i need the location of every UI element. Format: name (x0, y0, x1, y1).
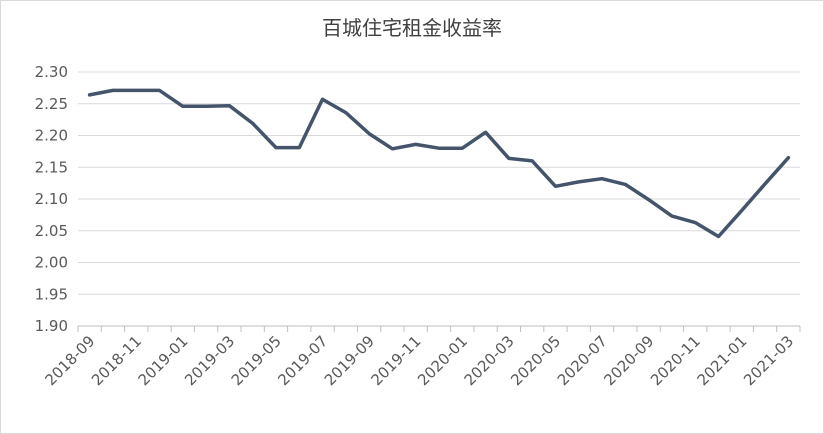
x-tick-label: 2021-01 (694, 332, 751, 389)
y-tick-label: 2.15 (35, 158, 68, 176)
y-tick-label: 2.00 (35, 254, 68, 272)
x-tick-label: 2020-01 (414, 332, 471, 389)
chart-title: 百城住宅租金收益率 (322, 16, 502, 40)
x-tick-label: 2019-09 (321, 332, 378, 389)
x-tick-label: 2019-07 (274, 332, 331, 389)
x-tick-label: 2019-03 (181, 332, 238, 389)
x-tick-label: 2019-05 (228, 332, 285, 389)
y-tick-label: 2.30 (35, 63, 68, 81)
x-axis (77, 325, 801, 332)
x-tick-label: 2020-11 (647, 332, 704, 389)
y-tick-label: 2.25 (35, 95, 68, 113)
y-tick-label: 1.95 (35, 285, 68, 303)
x-tick-label: 2019-01 (135, 332, 192, 389)
x-tick-label: 2020-07 (554, 332, 611, 389)
x-tick-label: 2020-05 (507, 332, 564, 389)
series-line (87, 88, 791, 239)
series-layer (87, 88, 791, 239)
y-tick-label: 2.20 (35, 127, 68, 145)
gridlines (78, 71, 800, 295)
x-tick-label: 2020-03 (461, 332, 518, 389)
y-tick-label: 1.90 (35, 317, 68, 335)
y-axis-ticks: 2.30 2.25 2.20 2.15 2.10 2.05 2.00 1.95 1.90 (35, 63, 68, 335)
y-tick-label: 2.10 (35, 190, 68, 208)
x-tick-label: 2019-11 (367, 332, 424, 389)
x-tick-label: 2018-11 (88, 332, 145, 389)
y-tick-label: 2.05 (35, 222, 68, 240)
x-tick-label: 2018-09 (41, 332, 98, 389)
x-axis-ticks: 2018-092018-112019-012019-032019-052019-… (41, 332, 797, 389)
x-tick-label: 2021-03 (740, 332, 797, 389)
x-tick-label: 2020-09 (600, 332, 657, 389)
